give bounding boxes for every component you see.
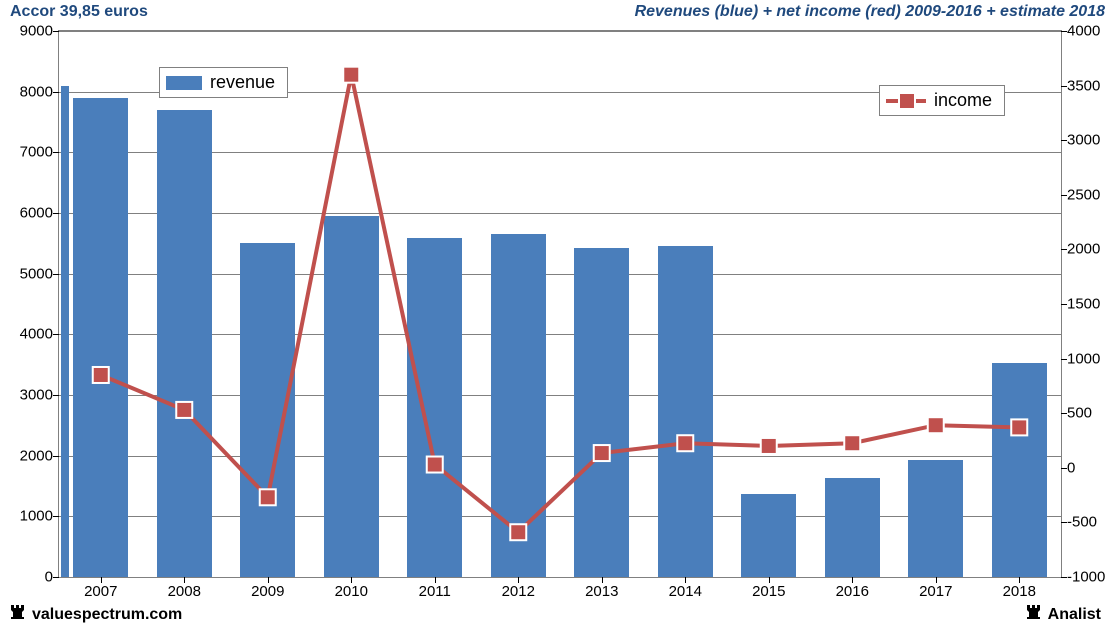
y-right-label: 500	[1067, 405, 1092, 422]
x-label: 2007	[84, 583, 117, 600]
header-left-title: Accor 39,85 euros	[10, 3, 148, 21]
chart-header: Accor 39,85 euros Revenues (blue) + net …	[0, 0, 1111, 24]
income-marker	[677, 435, 693, 451]
y-left-label: 4000	[20, 326, 53, 343]
plot-area: 0100020003000400050006000700080009000-10…	[58, 30, 1062, 578]
y-right-label: 0	[1067, 459, 1075, 476]
x-label: 2014	[669, 583, 702, 600]
y-left-label: 8000	[20, 83, 53, 100]
footer-right: Analist	[1026, 602, 1101, 624]
chart-footer: valuespectrum.com Analist	[0, 601, 1111, 627]
income-marker	[928, 417, 944, 433]
legend-label: revenue	[210, 72, 275, 93]
income-marker	[510, 524, 526, 540]
y-right-label: 2500	[1067, 186, 1100, 203]
y-right-label: 1500	[1067, 296, 1100, 313]
income-marker	[594, 445, 610, 461]
rook-icon	[10, 602, 28, 622]
income-marker	[260, 489, 276, 505]
income-marker	[93, 367, 109, 383]
income-marker	[176, 402, 192, 418]
x-label: 2011	[419, 583, 451, 600]
income-marker	[761, 438, 777, 454]
y-left-label: 1000	[20, 508, 53, 525]
x-label: 2012	[502, 583, 535, 600]
y-right-label: -1000	[1067, 569, 1105, 586]
income-marker	[343, 67, 359, 83]
y-right-label: 2000	[1067, 241, 1100, 258]
grid-line	[59, 577, 1061, 578]
income-marker	[1011, 419, 1027, 435]
y-right-label: 3500	[1067, 77, 1100, 94]
income-marker	[844, 435, 860, 451]
y-left-label: 9000	[20, 23, 53, 40]
income-marker	[427, 457, 443, 473]
x-label: 2016	[836, 583, 869, 600]
tick	[53, 577, 59, 578]
y-left-label: 7000	[20, 144, 53, 161]
x-label: 2013	[585, 583, 618, 600]
y-left-label: 0	[45, 569, 53, 586]
x-label: 2010	[335, 583, 368, 600]
x-label: 2009	[251, 583, 284, 600]
y-left-label: 3000	[20, 387, 53, 404]
y-left-label: 6000	[20, 205, 53, 222]
legend-label: income	[934, 90, 992, 111]
footer-left: valuespectrum.com	[10, 602, 182, 624]
y-left-label: 2000	[20, 447, 53, 464]
x-label: 2015	[752, 583, 785, 600]
x-label: 2018	[1003, 583, 1036, 600]
header-right-title: Revenues (blue) + net income (red) 2009-…	[635, 3, 1105, 21]
y-left-label: 5000	[20, 265, 53, 282]
y-right-label: 1000	[1067, 350, 1100, 367]
legend-swatch-line	[886, 99, 926, 103]
chart-frame: Accor 39,85 euros Revenues (blue) + net …	[0, 0, 1111, 627]
legend-income: income	[879, 85, 1005, 116]
rook-icon	[1026, 602, 1044, 622]
y-right-label: 4000	[1067, 23, 1100, 40]
y-right-label: 3000	[1067, 132, 1100, 149]
legend-swatch-bar	[166, 76, 202, 90]
legend-revenue: revenue	[159, 67, 288, 98]
x-label: 2017	[919, 583, 952, 600]
x-label: 2008	[168, 583, 201, 600]
y-right-label: -500	[1067, 514, 1097, 531]
